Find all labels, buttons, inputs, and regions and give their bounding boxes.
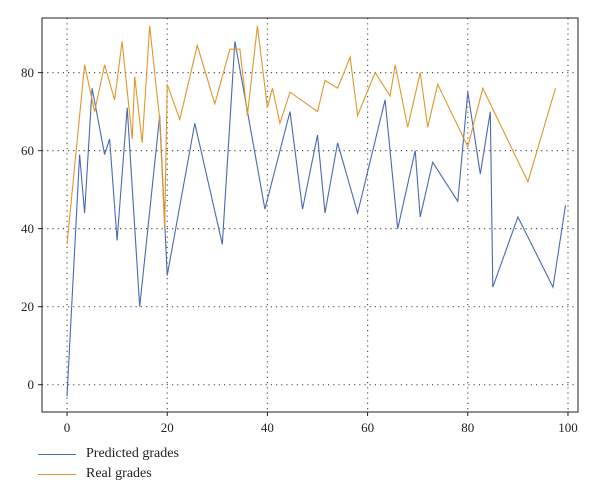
series-line-0 — [66, 41, 567, 397]
plot-frame — [41, 17, 579, 413]
legend-swatch-predicted — [38, 453, 76, 455]
tick-label-y: 80 — [21, 65, 34, 80]
tick-label-y: 20 — [21, 299, 34, 314]
line-chart: 0 20 40 60 80 100 0 20 40 60 80 — [21, 17, 579, 435]
tick-label-x: 100 — [558, 420, 578, 435]
axis-ticks: 0 20 40 60 80 100 0 20 40 60 80 — [21, 65, 578, 435]
legend-swatch-real — [38, 473, 76, 475]
tick-label-y: 40 — [21, 221, 34, 236]
series-line-1 — [66, 25, 557, 245]
tick-label-x: 20 — [161, 420, 174, 435]
tick-label-x: 60 — [361, 420, 374, 435]
legend-label-real: Real grades — [86, 466, 152, 481]
legend-item-predicted: Predicted grades — [38, 444, 179, 464]
legend-item-real: Real grades — [38, 464, 179, 484]
legend: Predicted grades Real grades — [38, 444, 179, 484]
gridlines — [42, 18, 578, 412]
tick-label-y: 0 — [28, 377, 35, 392]
legend-label-predicted: Predicted grades — [86, 446, 179, 461]
tick-label-x: 40 — [261, 420, 274, 435]
tick-label-y: 60 — [21, 143, 34, 158]
series-lines — [66, 25, 567, 397]
tick-label-x: 0 — [64, 420, 71, 435]
tick-label-x: 80 — [461, 420, 474, 435]
